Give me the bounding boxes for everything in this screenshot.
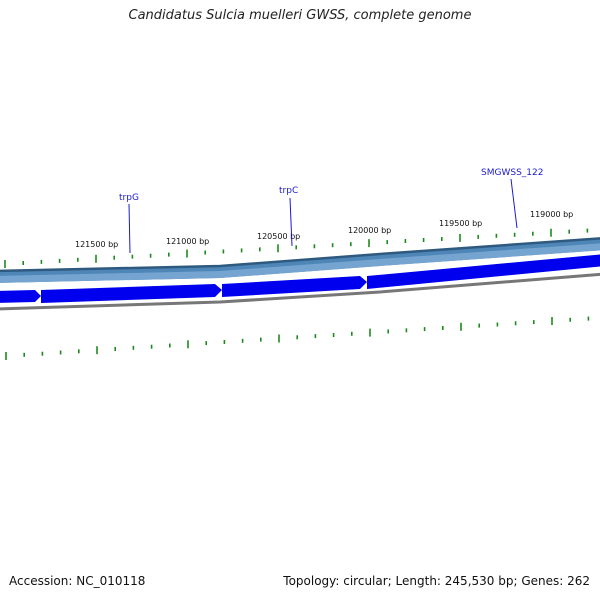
position-label: 121000 bp — [166, 237, 209, 246]
position-label: 120000 bp — [348, 226, 391, 235]
gene-arrow[interactable] — [222, 276, 367, 297]
gene-label-line — [289, 197, 293, 247]
gene-arrow[interactable] — [367, 254, 600, 289]
gene-label[interactable]: trpG — [119, 193, 139, 203]
position-label: 120500 bp — [257, 232, 300, 241]
gene-label-line — [510, 178, 518, 229]
gene-arrow[interactable] — [41, 284, 222, 303]
gene-track — [0, 254, 600, 303]
feature-band-edge — [0, 237, 600, 273]
outer-tick-track — [4, 228, 589, 268]
gene-arrow[interactable] — [0, 290, 41, 303]
position-label: 121500 bp — [75, 240, 118, 249]
gene-label-line — [128, 203, 131, 254]
accession-text: Accession: NC_010118 — [9, 574, 146, 588]
map-title: Candidatus Sulcia muelleri GWSS, complet… — [128, 8, 472, 23]
gene-label[interactable]: SMGWSS_122 — [481, 168, 543, 178]
position-label: 119000 bp — [530, 210, 573, 219]
position-label: 119500 bp — [439, 219, 482, 228]
feature-band-highlight — [0, 243, 600, 283]
genome-summary-text: Topology: circular; Length: 245,530 bp; … — [283, 574, 590, 588]
genome-backbone — [0, 272, 600, 311]
gene-label[interactable]: trpC — [279, 186, 298, 196]
inner-tick-track — [5, 316, 590, 360]
